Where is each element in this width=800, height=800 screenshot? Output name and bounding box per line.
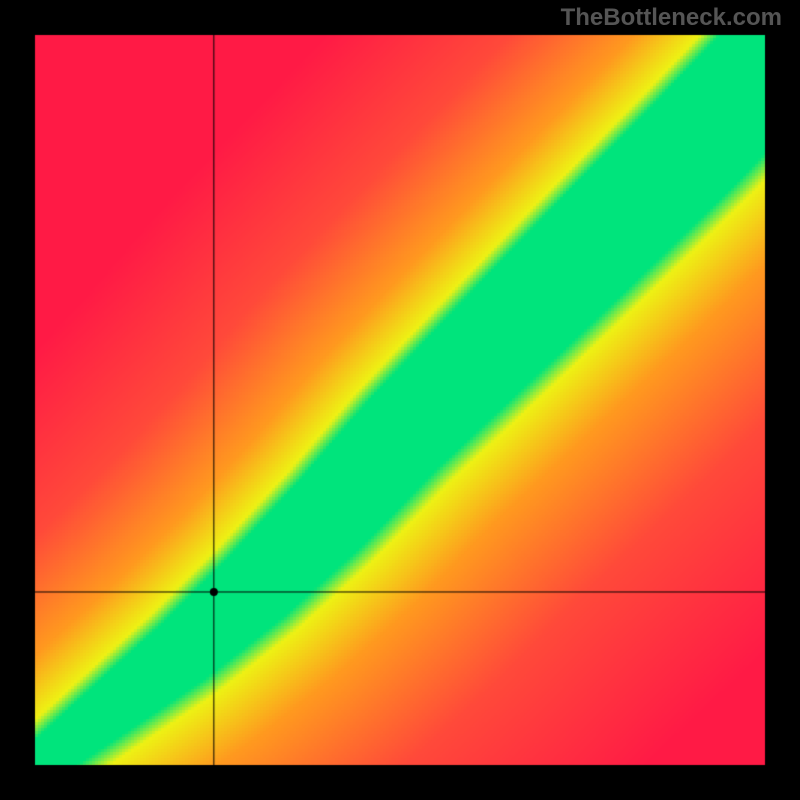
chart-container: TheBottleneck.com: [0, 0, 800, 800]
watermark-text: TheBottleneck.com: [561, 4, 782, 32]
heatmap-canvas: [0, 0, 800, 800]
